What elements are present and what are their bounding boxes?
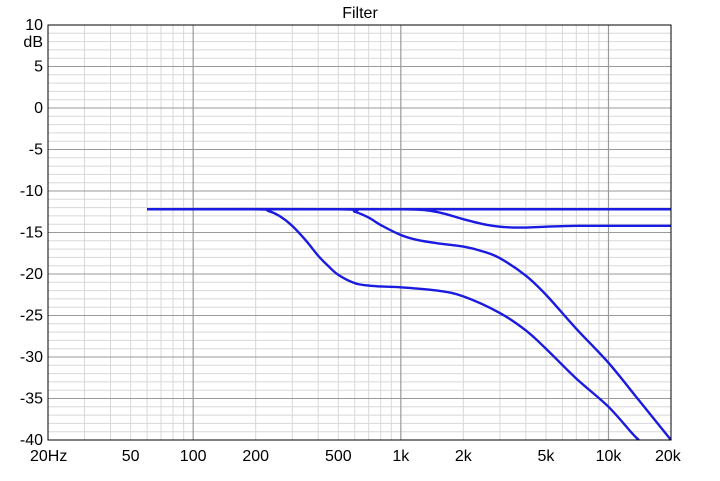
y-tick-label: -30: [20, 349, 43, 366]
x-tick-label: 20k: [655, 448, 682, 465]
y-tick-label: -40: [20, 432, 43, 449]
y-tick-label: -10: [20, 183, 43, 200]
y-tick-label: -5: [29, 142, 43, 159]
y-tick-label: 5: [34, 59, 43, 76]
series-line-3: [147, 207, 672, 441]
x-tick-label: 20Hz: [30, 448, 67, 465]
y-tick-label: -20: [20, 266, 43, 283]
y-tick-label: -35: [20, 391, 43, 408]
y-tick-label: 10: [25, 17, 43, 34]
x-tick-label: 50: [122, 448, 140, 465]
y-axis-unit-label: dB: [23, 34, 43, 51]
x-tick-label: 1k: [392, 448, 410, 465]
x-tick-labels: 20Hz 50 100 200 500 1k 2k 5k 10k 20k: [30, 448, 682, 465]
series-line-4: [147, 207, 640, 441]
x-tick-label: 10k: [596, 448, 623, 465]
x-tick-label: 100: [180, 448, 207, 465]
x-tick-label: 2k: [455, 448, 473, 465]
x-tick-label: 5k: [538, 448, 556, 465]
chart-title: Filter: [342, 5, 378, 22]
x-tick-label: 500: [325, 448, 352, 465]
series-lines: [147, 207, 672, 441]
series-line-2: [147, 207, 671, 229]
plot-border: [47, 24, 672, 441]
y-tick-label: 0: [34, 100, 43, 117]
x-tick-label: 200: [242, 448, 269, 465]
y-tick-labels: 10 5 0 -5 -10 -15 -20 -25 -30 -35 -40: [20, 17, 43, 449]
y-tick-label: -25: [20, 308, 43, 325]
y-tick-label: -15: [20, 225, 43, 242]
